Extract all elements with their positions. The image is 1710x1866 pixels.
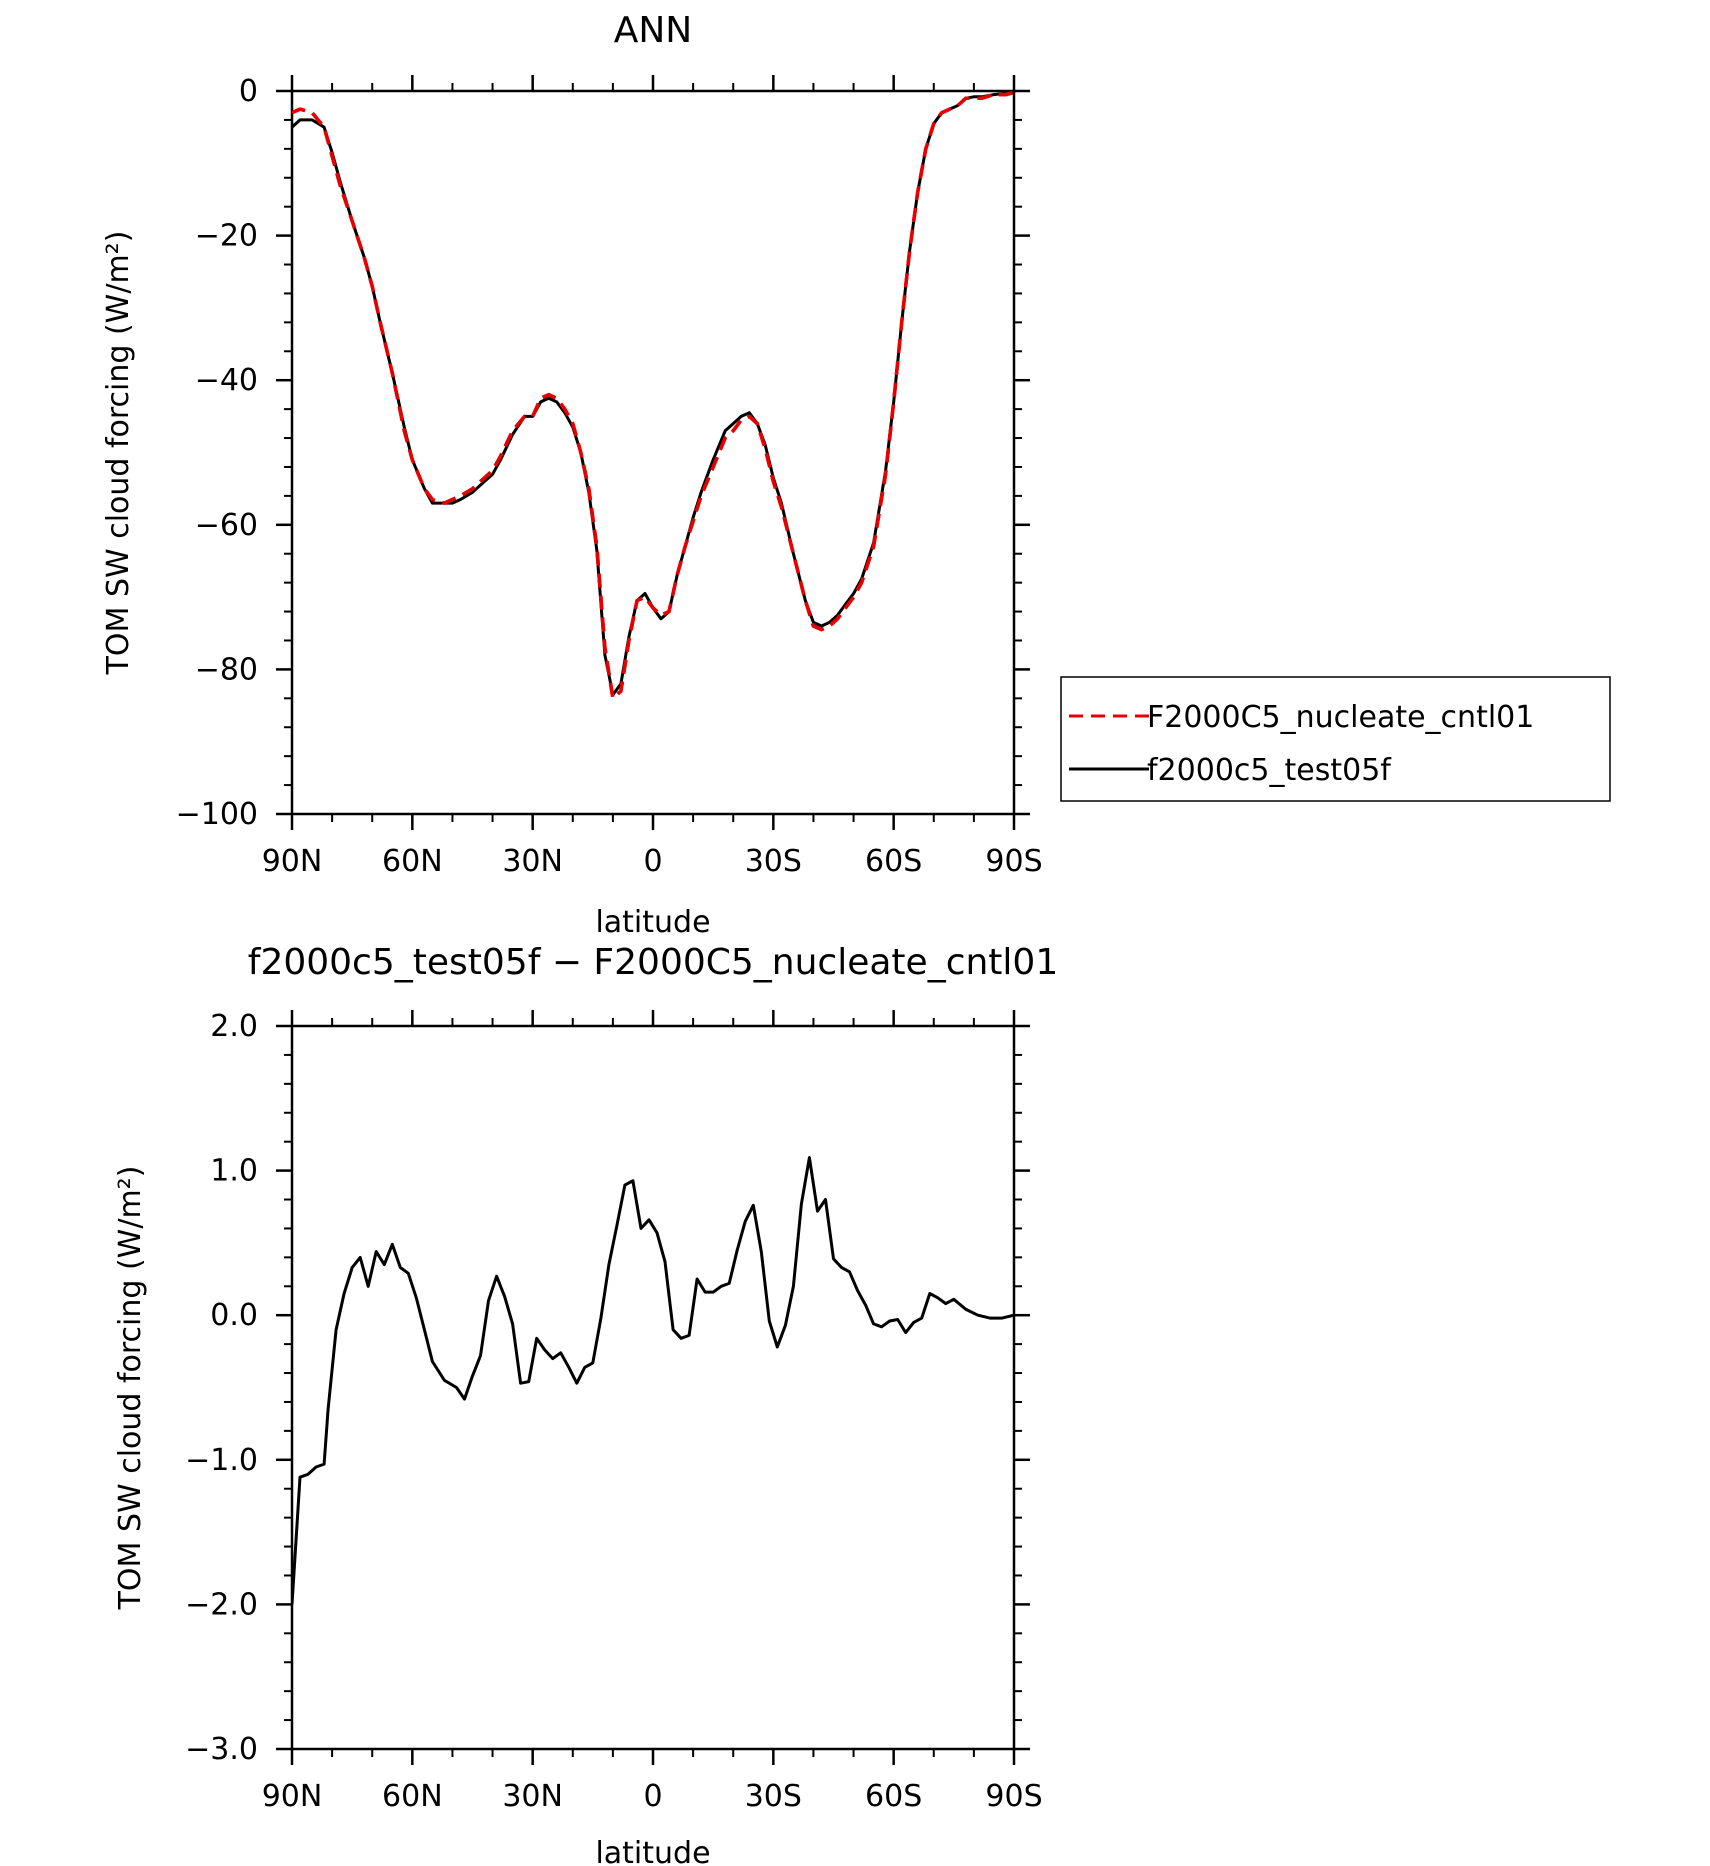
y-tick-label: −60	[195, 508, 258, 543]
series-line-1	[292, 91, 1014, 697]
top-chart-panel: ANN 90N 60N 30N 0 30S 60S 90S 0 −20 −40 −60 −80 −100 l…	[101, 10, 1043, 940]
legend-label-0: F2000C5_nucleate_cntl01	[1147, 700, 1534, 735]
x-tick-label: 60N	[382, 1779, 443, 1814]
x-tick-label: 60S	[865, 844, 922, 879]
x-tick-label: 60S	[865, 1779, 922, 1814]
legend-box	[1060, 676, 1611, 802]
legend: F2000C5_nucleate_cntl01 f2000c5_test05f	[1060, 676, 1611, 802]
x-tick-label: 90N	[262, 844, 323, 879]
y-axis-label: TOM SW cloud forcing (W/m²)	[101, 231, 136, 676]
x-tick-label: 0	[643, 1779, 662, 1814]
plot-frame	[290, 1024, 1016, 1751]
chart-title: ANN	[614, 10, 693, 51]
x-tick-label: 30S	[745, 844, 802, 879]
y-tick-label: 2.0	[210, 1009, 258, 1044]
bottom-chart-panel: f2000c5_test05f − F2000C5_nucleate_cntl0…	[113, 942, 1058, 1866]
y-tick-label: −1.0	[185, 1443, 258, 1478]
y-tick-label: 0.0	[210, 1298, 258, 1333]
x-axis-label: latitude	[595, 1836, 710, 1866]
x-tick-label: 30N	[502, 1779, 563, 1814]
x-tick-label: 90S	[985, 844, 1042, 879]
x-tick-label: 60N	[382, 844, 443, 879]
y-tick-label: −20	[195, 219, 258, 254]
chart-title: f2000c5_test05f − F2000C5_nucleate_cntl0…	[248, 942, 1058, 983]
x-tick-label: 90S	[985, 1779, 1042, 1814]
x-tick-label: 30S	[745, 1779, 802, 1814]
plot-frame	[290, 89, 1016, 816]
y-tick-label: 0	[239, 74, 258, 109]
x-tick-label: 90N	[262, 1779, 323, 1814]
y-axis-label: TOM SW cloud forcing (W/m²)	[113, 1166, 148, 1611]
x-tick-label: 0	[643, 844, 662, 879]
x-tick-label: 30N	[502, 844, 563, 879]
y-tick-label: −80	[195, 652, 258, 687]
y-tick-label: 1.0	[210, 1154, 258, 1189]
y-tick-label: −3.0	[185, 1732, 258, 1767]
legend-label-1: f2000c5_test05f	[1147, 753, 1392, 788]
series-line-overlay-0	[292, 91, 1014, 702]
y-tick-label: −40	[195, 363, 258, 398]
series-line-0	[292, 1156, 1014, 1605]
y-tick-label: −100	[176, 797, 258, 832]
x-axis-label: latitude	[595, 905, 710, 940]
y-tick-label: −2.0	[185, 1587, 258, 1622]
